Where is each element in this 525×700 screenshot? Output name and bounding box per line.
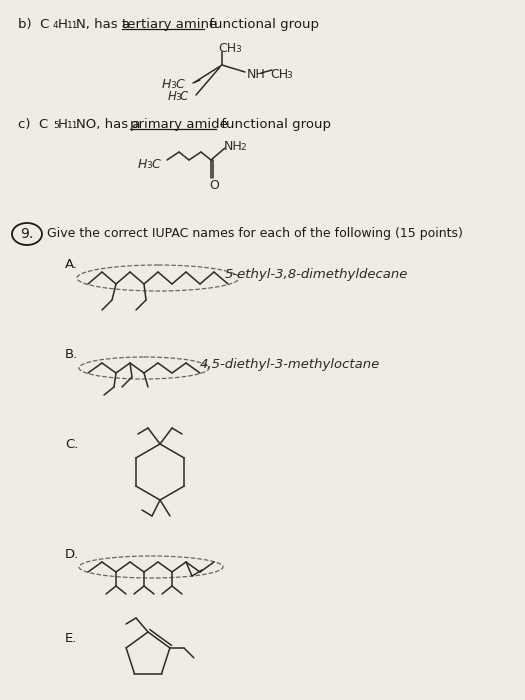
Text: 3: 3 (235, 45, 241, 54)
Text: NO, has a: NO, has a (76, 118, 145, 131)
Text: functional group: functional group (205, 18, 319, 31)
Text: NH: NH (247, 68, 266, 81)
Text: H: H (168, 90, 177, 103)
Text: C: C (180, 90, 188, 103)
Text: 5-ethyl-3,8-dimethyldecane: 5-ethyl-3,8-dimethyldecane (225, 268, 408, 281)
Text: 4,5-diethyl-3-methyloctane: 4,5-diethyl-3-methyloctane (200, 358, 380, 371)
Text: c)  C: c) C (18, 118, 48, 131)
Text: B.: B. (65, 348, 78, 361)
Text: 5: 5 (53, 121, 59, 130)
Text: H: H (138, 158, 148, 171)
Text: D.: D. (65, 548, 79, 561)
Text: NH: NH (224, 140, 243, 153)
Text: 2: 2 (240, 143, 246, 152)
Text: 3: 3 (286, 71, 292, 80)
Text: primary amide: primary amide (130, 118, 228, 131)
Text: H: H (58, 118, 68, 131)
Text: 11: 11 (67, 121, 79, 130)
Text: E.: E. (65, 632, 77, 645)
Text: 3: 3 (146, 161, 152, 170)
Text: N, has a: N, has a (76, 18, 134, 31)
Text: 3: 3 (175, 93, 181, 102)
Text: tertiary amine: tertiary amine (122, 18, 217, 31)
Text: C.: C. (65, 438, 78, 451)
Text: functional group: functional group (217, 118, 331, 131)
Text: Give the correct IUPAC names for each of the following (15 points): Give the correct IUPAC names for each of… (47, 227, 463, 240)
Text: 9.: 9. (20, 227, 33, 241)
Text: CH: CH (218, 42, 236, 55)
Text: b)  C: b) C (18, 18, 49, 31)
Text: O: O (209, 179, 219, 192)
Text: 3: 3 (170, 81, 176, 90)
Text: A.: A. (65, 258, 78, 271)
Text: H: H (58, 18, 68, 31)
Text: C: C (175, 78, 184, 91)
Text: 4: 4 (53, 21, 59, 30)
Text: CH: CH (270, 68, 288, 81)
Text: C: C (151, 158, 160, 171)
Text: H: H (162, 78, 171, 91)
Text: 11: 11 (67, 21, 79, 30)
